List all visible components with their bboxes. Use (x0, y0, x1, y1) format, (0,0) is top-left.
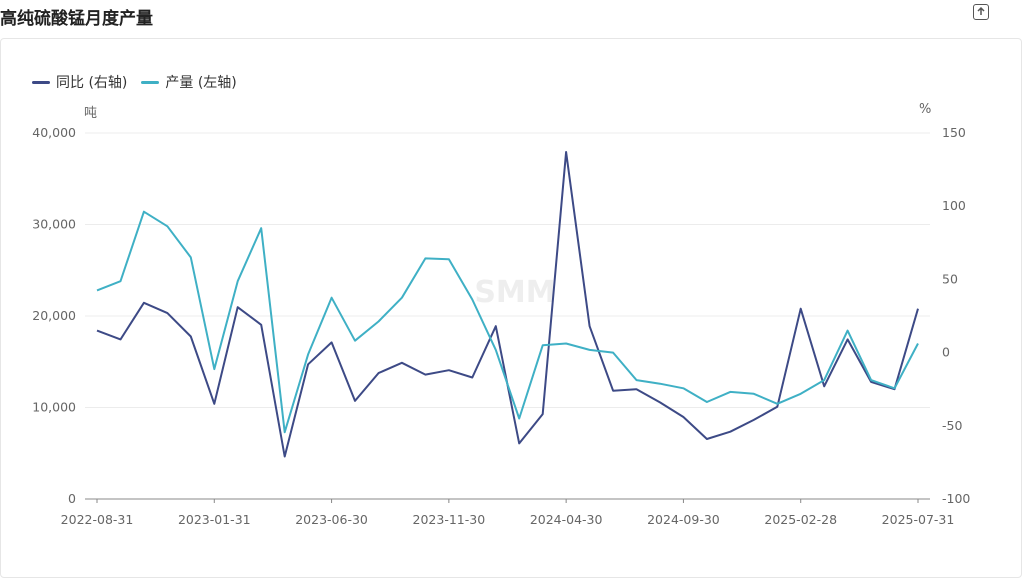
legend-swatch-yoy (32, 80, 50, 84)
page-title: 高纯硫酸锰月度产量 (0, 9, 153, 29)
legend-label-yoy: 同比 (右轴) (56, 75, 128, 91)
y-tick-label-left: 40,000 (32, 125, 76, 140)
x-tick-label: 2022-08-31 (61, 512, 134, 527)
x-tick-label: 2024-09-30 (647, 512, 720, 527)
chart-legend: 同比 (右轴) 产量 (左轴) (32, 72, 237, 92)
left-axis-unit: 吨 (84, 106, 98, 121)
x-tick-label: 2024-04-30 (530, 512, 603, 527)
y-tick-label-left: 20,000 (32, 308, 76, 323)
y-tick-label-right: -50 (942, 418, 962, 433)
legend-swatch-output (141, 80, 160, 84)
right-axis-unit: % (919, 102, 932, 117)
y-tick-label-right: 0 (942, 345, 950, 360)
export-button[interactable] (973, 4, 989, 20)
legend-item-output[interactable]: 产量 (左轴) (141, 72, 237, 92)
x-tick-label: 2023-06-30 (295, 512, 368, 527)
y-tick-label-right: 150 (942, 125, 966, 140)
legend-label-output: 产量 (左轴) (165, 75, 237, 91)
y-tick-label-left: 10,000 (32, 400, 76, 415)
x-tick-label: 2025-07-31 (882, 512, 955, 527)
legend-item-yoy[interactable]: 同比 (右轴) (32, 72, 127, 92)
x-tick-label: 2023-01-31 (178, 512, 251, 527)
output-line (96, 210, 919, 434)
export-icon (977, 6, 985, 15)
x-tick-label: 2023-11-30 (413, 512, 486, 527)
y-tick-label-right: -100 (942, 491, 970, 506)
watermark: SMM (474, 275, 555, 310)
y-tick-label-left: 0 (68, 491, 76, 506)
y-tick-label-right: 100 (942, 198, 966, 213)
x-tick-label: 2025-02-28 (764, 512, 837, 527)
y-tick-label-left: 30,000 (32, 217, 76, 232)
y-tick-label-right: 50 (942, 271, 958, 286)
